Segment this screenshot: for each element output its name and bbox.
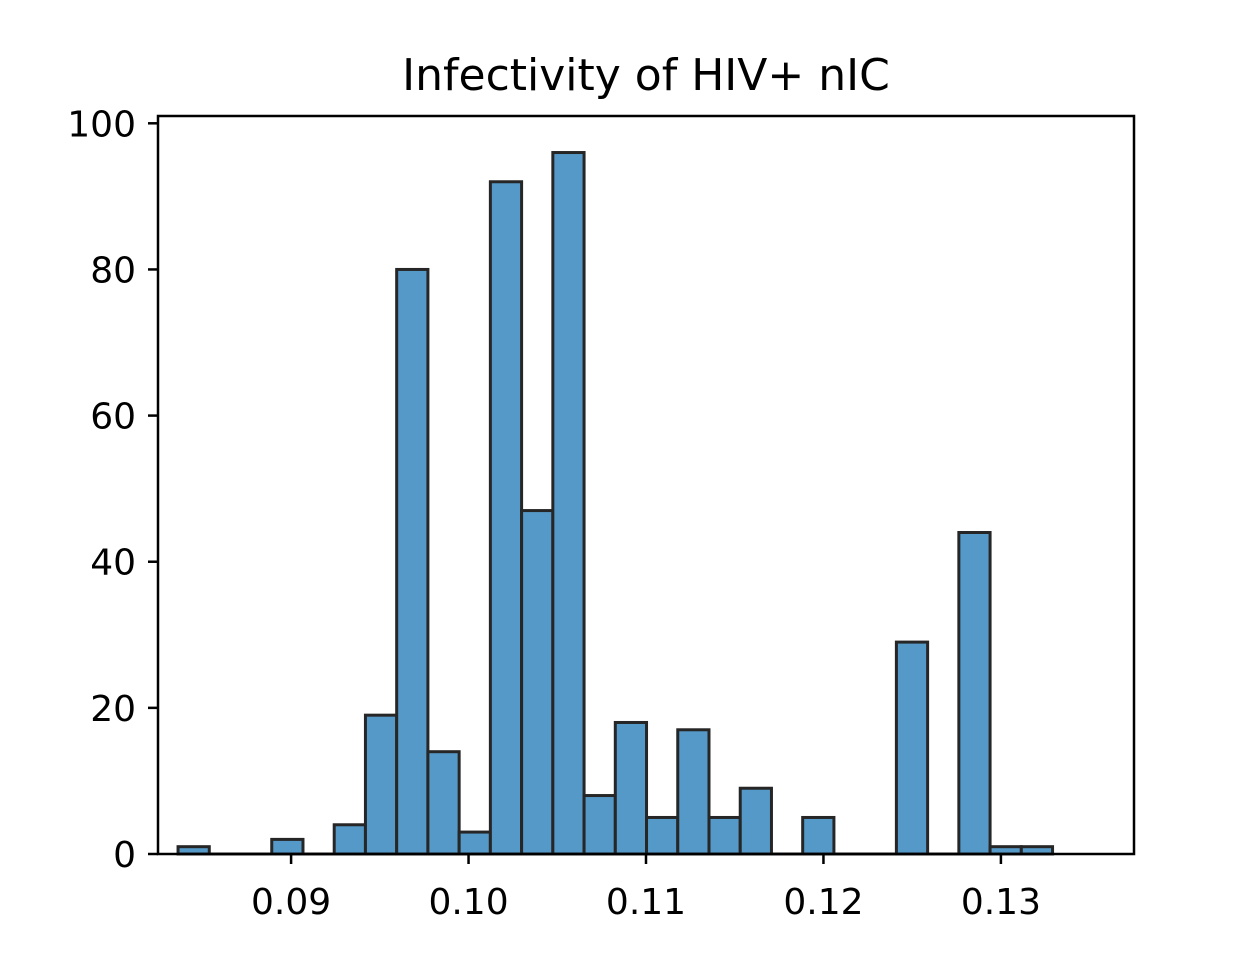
y-tick-label: 100 xyxy=(67,104,136,145)
histogram-bar-25 xyxy=(957,531,992,856)
histogram-bar-5 xyxy=(332,823,367,856)
histogram-bar-18 xyxy=(738,786,773,856)
histogram-bar-12 xyxy=(551,151,586,856)
x-tick-label: 0.10 xyxy=(428,882,508,923)
histogram-bar-14 xyxy=(613,720,649,856)
x-tick-label: 0.13 xyxy=(961,882,1041,923)
histogram-bar-16 xyxy=(676,728,711,856)
bars-layer xyxy=(176,151,1055,856)
y-tick-label: 20 xyxy=(90,689,136,730)
x-tick-label: 0.12 xyxy=(783,882,863,923)
x-tick-label: 0.11 xyxy=(606,882,686,923)
histogram-bar-11 xyxy=(520,509,555,856)
histogram-bar-23 xyxy=(894,640,930,856)
histogram-bar-10 xyxy=(488,180,524,856)
y-tick-label: 60 xyxy=(90,397,136,438)
y-axis: 0 20 40 60 80 100 xyxy=(67,104,158,876)
histogram-bar-17 xyxy=(707,815,742,856)
histogram-bar-6 xyxy=(363,713,399,856)
x-axis: 0.09 0.10 0.11 0.12 0.13 xyxy=(251,854,1041,923)
histogram-bar-3 xyxy=(270,837,305,856)
histogram-bar-9 xyxy=(457,830,492,856)
histogram-bar-7 xyxy=(395,267,430,856)
y-tick-label: 40 xyxy=(90,543,136,584)
x-tick-label: 0.09 xyxy=(251,882,331,923)
histogram-bar-13 xyxy=(582,794,617,856)
y-tick-label: 0 xyxy=(113,835,136,876)
histogram-bar-20 xyxy=(801,815,836,856)
y-tick-label: 80 xyxy=(90,250,136,291)
chart-title: Infectivity of HIV+ nIC xyxy=(402,50,890,101)
histogram-bar-8 xyxy=(426,750,461,856)
histogram-bar-15 xyxy=(645,815,680,856)
